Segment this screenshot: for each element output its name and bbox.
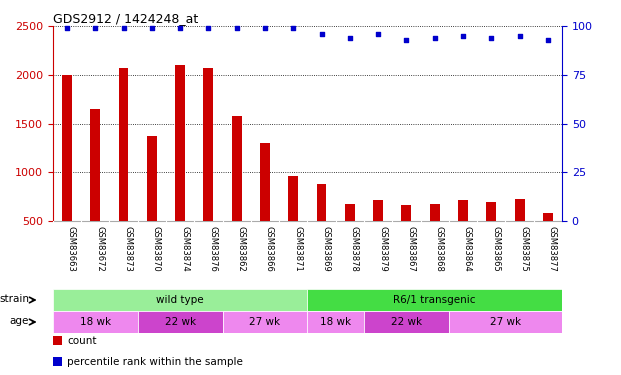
Text: GSM83879: GSM83879	[378, 226, 387, 272]
Text: R6/1 transgenic: R6/1 transgenic	[394, 295, 476, 305]
Text: GSM83873: GSM83873	[124, 226, 132, 272]
Text: GDS2912 / 1424248_at: GDS2912 / 1424248_at	[53, 12, 198, 25]
Point	[288, 25, 298, 31]
Text: GSM83865: GSM83865	[491, 226, 501, 272]
Bar	[543, 213, 553, 270]
Text: GSM83870: GSM83870	[152, 226, 161, 272]
Text: 27 wk: 27 wk	[250, 317, 281, 327]
Text: wild type: wild type	[156, 295, 204, 305]
Text: 27 wk: 27 wk	[490, 317, 521, 327]
Text: GSM83866: GSM83866	[265, 226, 274, 272]
Point	[515, 33, 525, 39]
Text: 18 wk: 18 wk	[79, 317, 111, 327]
Point	[119, 25, 129, 31]
Point	[373, 31, 383, 37]
Text: percentile rank within the sample: percentile rank within the sample	[67, 357, 243, 368]
Text: GSM83869: GSM83869	[322, 226, 330, 272]
Point	[430, 35, 440, 41]
Point	[317, 31, 327, 37]
Text: count: count	[67, 336, 96, 346]
Point	[486, 35, 496, 41]
Bar	[430, 204, 440, 270]
Text: GSM83871: GSM83871	[293, 226, 302, 272]
Bar	[90, 109, 100, 270]
Text: 18 wk: 18 wk	[320, 317, 351, 327]
Bar	[53, 289, 307, 311]
Point	[232, 25, 242, 31]
Bar	[138, 311, 222, 333]
Bar	[53, 311, 138, 333]
Bar	[373, 200, 383, 270]
Bar	[345, 204, 355, 270]
Point	[147, 25, 156, 31]
Bar	[458, 200, 468, 270]
Bar	[288, 176, 298, 270]
Text: GSM83672: GSM83672	[95, 226, 104, 272]
Text: GSM83663: GSM83663	[67, 226, 76, 272]
Point	[401, 37, 411, 43]
Bar	[307, 311, 364, 333]
Bar	[486, 202, 496, 270]
Text: GSM83864: GSM83864	[463, 226, 472, 272]
Bar	[119, 68, 129, 270]
Text: GSM83862: GSM83862	[237, 226, 246, 272]
Bar	[175, 65, 185, 270]
Text: GSM83867: GSM83867	[406, 226, 415, 272]
Bar	[515, 199, 525, 270]
Bar	[53, 336, 62, 345]
Text: GSM83878: GSM83878	[350, 226, 359, 272]
Bar	[222, 311, 307, 333]
Text: GSM83876: GSM83876	[209, 226, 217, 272]
Bar	[147, 136, 156, 270]
Point	[175, 25, 185, 31]
Text: age: age	[10, 316, 29, 326]
Bar	[317, 184, 327, 270]
Point	[458, 33, 468, 39]
Text: GSM83868: GSM83868	[435, 226, 443, 272]
Point	[345, 35, 355, 41]
Text: strain: strain	[0, 294, 29, 304]
Point	[90, 25, 100, 31]
Bar	[307, 289, 562, 311]
Text: GSM83875: GSM83875	[520, 226, 528, 272]
Point	[543, 37, 553, 43]
Text: GSM83877: GSM83877	[548, 226, 557, 272]
Bar	[401, 206, 411, 270]
Bar	[62, 75, 72, 270]
Bar	[449, 311, 562, 333]
Bar	[204, 68, 214, 270]
Text: 22 wk: 22 wk	[391, 317, 422, 327]
Text: 22 wk: 22 wk	[165, 317, 196, 327]
Text: GSM83874: GSM83874	[180, 226, 189, 272]
Bar	[260, 143, 270, 270]
Point	[62, 25, 72, 31]
Bar	[232, 116, 242, 270]
Point	[260, 25, 270, 31]
Bar	[53, 357, 62, 366]
Point	[204, 25, 214, 31]
Bar	[364, 311, 449, 333]
